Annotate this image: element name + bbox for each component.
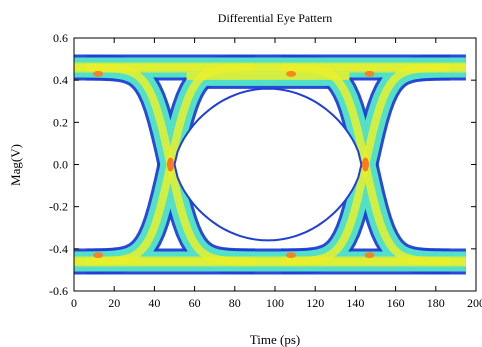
eye-density-traces (74, 54, 476, 275)
x-tick-label: 60 (189, 296, 201, 310)
high-rail-core (74, 62, 466, 73)
x-tick-label: 0 (71, 296, 77, 310)
rail-hotspot-low-2 (364, 252, 375, 259)
rail-hotspot-high-2 (364, 70, 375, 77)
low-rail-core (74, 256, 466, 267)
rising-edge-right-band-0 (466, 248, 476, 275)
rail-hotspot-low-0 (93, 252, 104, 259)
y-tick-label: 0.2 (53, 115, 68, 129)
rail-hotspot-high-1 (286, 70, 297, 77)
x-tick-label: 120 (306, 296, 324, 310)
chart-title: Differential Eye Pattern (218, 11, 332, 25)
x-axis: 0 20 40 60 80 100 120 140 160 180 200 (71, 38, 482, 310)
rising-edge-right-band-1 (469, 251, 476, 272)
x-tick-label: 160 (387, 296, 405, 310)
y-axis: -0.6 -0.4 -0.2 0.0 0.2 0.4 0.6 (49, 31, 476, 298)
x-tick-label: 140 (346, 296, 364, 310)
y-tick-label: -0.6 (49, 284, 68, 298)
rising-edge-right-band-2 (475, 257, 476, 266)
y-tick-label: 0.4 (53, 73, 68, 87)
x-tick-label: 20 (108, 296, 120, 310)
rail-hotspot-low-1 (286, 252, 297, 259)
y-tick-label: -0.4 (49, 242, 68, 256)
y-tick-label: 0.6 (53, 31, 68, 45)
falling-edge-right-band-1 (469, 57, 476, 78)
y-tick-label: -0.2 (49, 200, 68, 214)
x-tick-label: 80 (229, 296, 241, 310)
crossing-hotspot (361, 157, 369, 172)
falling-edge-right-band-2 (475, 63, 476, 72)
x-tick-label: 40 (148, 296, 160, 310)
falling-edge-right-band-0 (466, 54, 476, 81)
crossing-hotspot (166, 157, 174, 172)
y-axis-label: Mag(V) (8, 144, 23, 186)
x-tick-label: 100 (266, 296, 284, 310)
x-axis-label: Time (ps) (250, 332, 300, 347)
rail-hotspot-high-0 (93, 70, 104, 77)
eye-opening (173, 87, 363, 242)
x-tick-label: 200 (467, 296, 482, 310)
y-tick-label: 0.0 (53, 158, 68, 172)
x-tick-label: 180 (427, 296, 445, 310)
